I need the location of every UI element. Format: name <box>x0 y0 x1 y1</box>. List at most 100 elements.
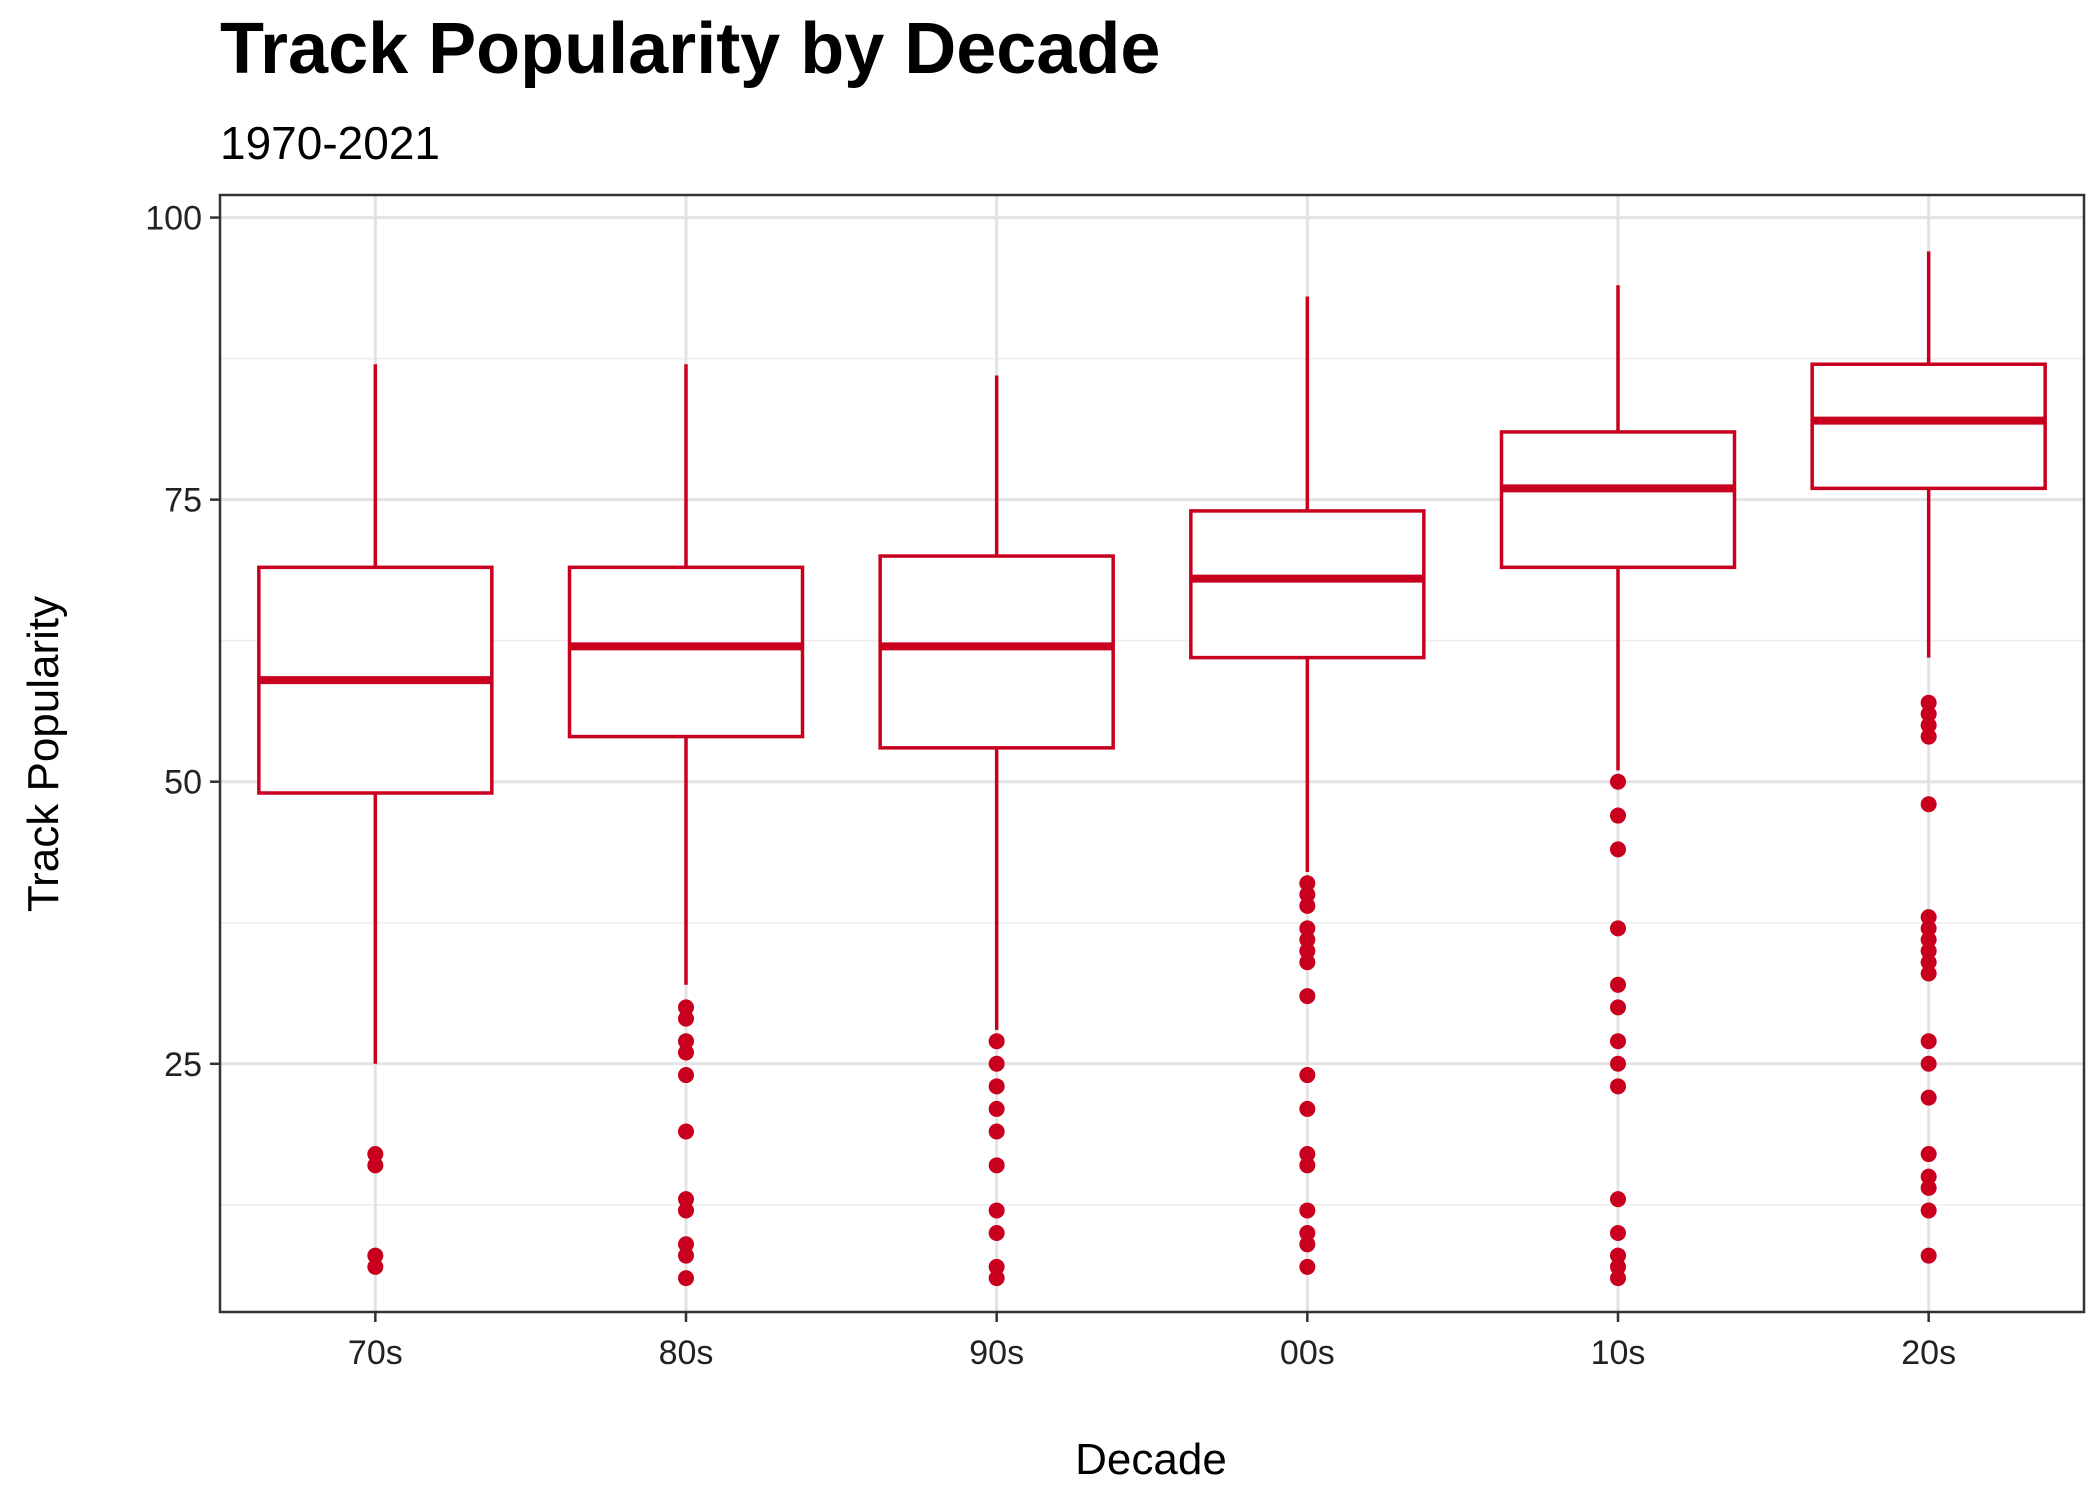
outlier-point <box>1610 1270 1626 1287</box>
outlier-point <box>1610 841 1626 858</box>
chart-subtitle: 1970-2021 <box>220 117 440 169</box>
outlier-point <box>1920 1179 1937 1196</box>
outlier-point <box>1920 1202 1937 1219</box>
outlier-point <box>1610 1258 1626 1275</box>
outlier-point <box>678 1270 694 1287</box>
box-90s <box>878 375 1115 1287</box>
y-tick-label: 25 <box>164 1046 202 1084</box>
outlier-point <box>1920 796 1937 813</box>
panel-border <box>218 193 2086 1314</box>
chart-title: Track Popularity by Decade <box>220 9 1161 89</box>
outlier-point <box>1920 1055 1937 1072</box>
grid-lines <box>220 195 2084 1312</box>
outlier-point <box>1299 1236 1316 1253</box>
outlier-point <box>1920 920 1937 937</box>
outlier-point <box>678 1236 694 1253</box>
outlier-point <box>1299 920 1316 937</box>
outlier-point <box>1920 1089 1937 1106</box>
outlier-point <box>1920 909 1937 926</box>
outlier-point <box>1610 807 1626 824</box>
outlier-point <box>1299 954 1316 971</box>
box-iqr <box>1189 509 1426 660</box>
outlier-point <box>988 1258 1005 1275</box>
outlier-point <box>988 1055 1005 1072</box>
outlier-point <box>1299 1258 1316 1275</box>
x-tick-label: 20s <box>1901 1334 1956 1372</box>
outlier-point <box>1610 999 1626 1016</box>
outlier-point <box>1920 717 1937 734</box>
x-tick-label: 90s <box>969 1334 1024 1372</box>
outlier-point <box>367 1157 384 1174</box>
outlier-point <box>367 1146 384 1163</box>
outlier-point <box>1610 1191 1626 1208</box>
axes: 25 50 75 100 70s 80s 90s 00s 10s 20s <box>145 193 2086 1372</box>
outlier-point <box>1610 1033 1626 1050</box>
outlier-point <box>1299 931 1316 948</box>
outlier-point <box>678 1247 694 1264</box>
outlier-point <box>678 1191 694 1208</box>
box-80s <box>567 364 805 1287</box>
outlier-point <box>678 1010 694 1027</box>
outlier-point <box>1920 954 1937 971</box>
outlier-point <box>678 1044 694 1061</box>
outlier-point <box>988 1270 1005 1287</box>
outlier-point <box>1299 988 1316 1005</box>
outlier-point <box>1299 1202 1316 1219</box>
outlier-point <box>988 1225 1005 1242</box>
outlier-point <box>1610 1225 1626 1242</box>
box-70s <box>257 364 494 1275</box>
outlier-point <box>1920 942 1937 959</box>
x-tick-label: 70s <box>348 1334 403 1372</box>
outlier-point <box>1610 1055 1626 1072</box>
outlier-point <box>1920 1033 1937 1050</box>
outlier-point <box>1920 1247 1937 1264</box>
outlier-point <box>1920 1146 1937 1163</box>
outlier-point <box>988 1100 1005 1117</box>
y-tick-label: 100 <box>145 200 202 238</box>
outlier-point <box>1610 773 1626 790</box>
outlier-point <box>988 1078 1005 1095</box>
box-iqr <box>567 565 805 739</box>
outlier-point <box>1920 1168 1937 1185</box>
outlier-point <box>1299 886 1316 903</box>
outlier-point <box>988 1123 1005 1140</box>
outlier-point <box>1920 706 1937 723</box>
outlier-point <box>988 1157 1005 1174</box>
box-20s <box>1810 251 2047 1264</box>
box-series <box>257 251 2047 1287</box>
outlier-point <box>678 1202 694 1219</box>
outlier-point <box>988 1033 1005 1050</box>
outlier-point <box>1299 1100 1316 1117</box>
outlier-point <box>1920 931 1937 948</box>
box-10s <box>1499 285 1737 1287</box>
box-iqr <box>1810 362 2047 491</box>
x-axis-title: Decade <box>1075 1435 1227 1484</box>
y-axis-title: Track Popularity <box>19 596 68 912</box>
x-tick-label: 10s <box>1591 1334 1646 1372</box>
outlier-point <box>678 999 694 1016</box>
y-tick-label: 50 <box>164 764 202 802</box>
outlier-point <box>1299 1067 1316 1084</box>
box-00s <box>1189 296 1426 1275</box>
box-iqr <box>1499 430 1737 570</box>
outlier-point <box>1299 942 1316 959</box>
outlier-point <box>1299 1146 1316 1163</box>
outlier-point <box>678 1123 694 1140</box>
outlier-point <box>1610 1247 1626 1264</box>
y-tick-label: 75 <box>164 482 202 520</box>
outlier-point <box>1610 976 1626 993</box>
outlier-point <box>1299 897 1316 914</box>
outlier-point <box>367 1247 384 1264</box>
outlier-point <box>1610 920 1626 937</box>
outlier-point <box>1299 1225 1316 1242</box>
x-tick-label: 80s <box>659 1334 714 1372</box>
box-iqr <box>878 554 1115 750</box>
outlier-point <box>1299 1157 1316 1174</box>
outlier-point <box>1299 875 1316 892</box>
outlier-point <box>678 1033 694 1050</box>
outlier-point <box>1610 1078 1626 1095</box>
outlier-point <box>1920 728 1937 745</box>
outlier-point <box>367 1258 384 1275</box>
outlier-point <box>1920 694 1937 711</box>
